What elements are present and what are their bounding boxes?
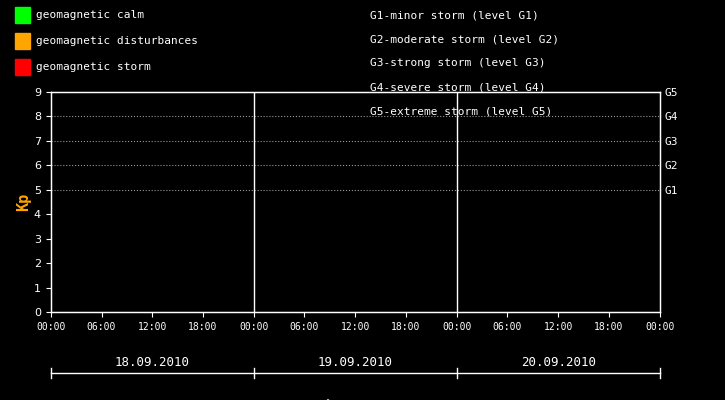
Text: G2-moderate storm (level G2): G2-moderate storm (level G2) [370,34,559,44]
Text: geomagnetic disturbances: geomagnetic disturbances [36,36,198,46]
Text: G3-strong storm (level G3): G3-strong storm (level G3) [370,58,545,68]
Text: geomagnetic storm: geomagnetic storm [36,62,151,72]
Text: 18.09.2010: 18.09.2010 [115,356,190,369]
Text: G4-severe storm (level G4): G4-severe storm (level G4) [370,82,545,92]
Text: geomagnetic calm: geomagnetic calm [36,10,144,20]
Text: G1-minor storm (level G1): G1-minor storm (level G1) [370,10,539,20]
Text: 20.09.2010: 20.09.2010 [521,356,596,369]
Y-axis label: Kp: Kp [16,193,31,211]
Text: 19.09.2010: 19.09.2010 [318,356,393,369]
Text: G5-extreme storm (level G5): G5-extreme storm (level G5) [370,106,552,116]
